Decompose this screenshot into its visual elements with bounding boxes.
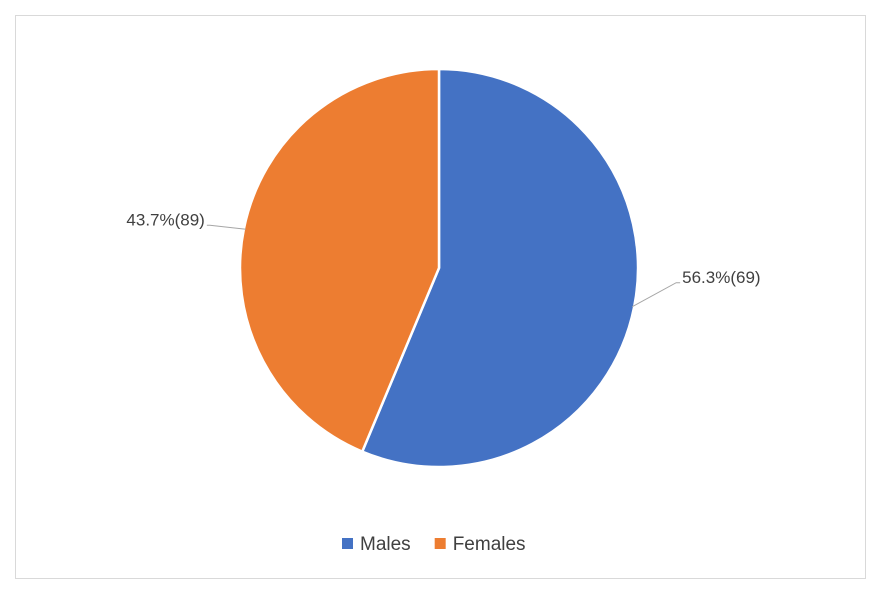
legend-label: Females — [453, 534, 526, 555]
pie-slice — [360, 67, 640, 469]
legend-swatch — [342, 538, 353, 549]
leader-line — [206, 224, 246, 230]
legend-swatch — [434, 538, 446, 549]
leader-line — [631, 282, 681, 308]
data-label: 56.3%(69) — [682, 268, 760, 287]
data-label: 43.7%(89) — [126, 211, 204, 230]
legend-label: Males — [360, 534, 411, 555]
